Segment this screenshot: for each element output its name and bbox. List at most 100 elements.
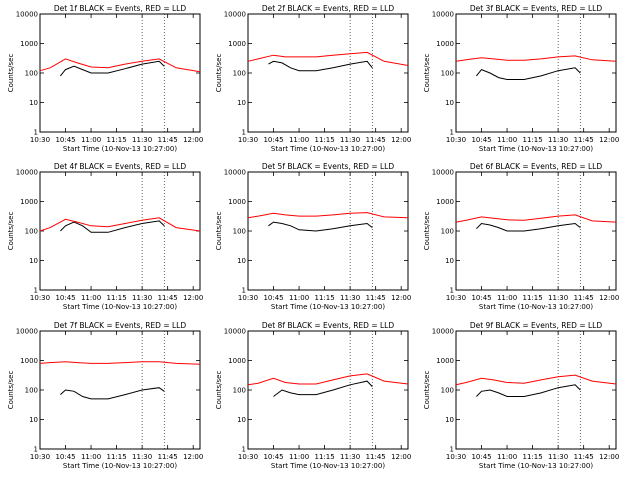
x-tick-label: 11:45 <box>158 294 178 302</box>
y-tick-label: 1 <box>242 446 246 454</box>
x-tick-label: 11:15 <box>523 453 543 461</box>
y-tick-label: 10000 <box>432 328 454 336</box>
x-tick-label: 11:15 <box>523 136 543 144</box>
x-tick-label: 10:45 <box>471 136 491 144</box>
chart-panel-5: Det 5f BLACK = Events, RED = LLD 1 10 100 10… <box>215 162 411 311</box>
x-axis-label: Start Time (10-Nov-13 10:27:00) <box>271 145 385 153</box>
series-line-lld <box>247 212 409 219</box>
x-tick-label: 11:15 <box>523 294 543 302</box>
x-tick-label: 11:30 <box>548 453 568 461</box>
y-axis-label: Counts/sec <box>215 54 223 93</box>
x-axis-label: Start Time (10-Nov-13 10:27:00) <box>63 145 177 153</box>
x-tick-label: 12:00 <box>391 453 411 461</box>
x-tick-label: 11:15 <box>315 136 335 144</box>
y-tick-label: 1000 <box>20 357 38 365</box>
x-tick-label: 11:00 <box>497 136 517 144</box>
x-tick-label: 12:00 <box>599 294 619 302</box>
chart-panel-3: Det 3f BLACK = Events, RED = LLD 1 10 100 10… <box>423 4 619 153</box>
y-tick-label: 1 <box>34 446 38 454</box>
y-tick-label: 1 <box>34 287 38 295</box>
x-tick-label: 11:30 <box>340 294 360 302</box>
chart-title: Det 7f BLACK = Events, RED = LLD <box>54 321 187 330</box>
chart-panel-8: Det 8f BLACK = Events, RED = LLD 1 10 100 10… <box>215 321 411 470</box>
x-axis-label: Start Time (10-Nov-13 10:27:00) <box>271 462 385 470</box>
x-axis-label: Start Time (10-Nov-13 10:27:00) <box>479 303 593 311</box>
y-tick-label: 10 <box>29 99 38 107</box>
x-tick-label: 11:45 <box>574 294 594 302</box>
chart-panel-1: Det 1f BLACK = Events, RED = LLD 1 10 100 10… <box>7 4 203 153</box>
x-tick-label: 10:30 <box>30 453 50 461</box>
x-tick-label: 10:30 <box>238 136 258 144</box>
x-tick-label: 12:00 <box>183 136 203 144</box>
x-tick-label: 10:30 <box>238 453 258 461</box>
x-tick-label: 12:00 <box>391 294 411 302</box>
series-line-events <box>60 60 165 77</box>
y-tick-label: 1000 <box>20 40 38 48</box>
chart-panel-2: Det 2f BLACK = Events, RED = LLD 1 10 100 10… <box>215 4 411 153</box>
y-axis-label: Counts/sec <box>423 212 431 251</box>
x-tick-label: 11:00 <box>289 136 309 144</box>
x-tick-label: 11:30 <box>132 453 152 461</box>
y-tick-label: 1000 <box>436 198 454 206</box>
y-tick-label: 10 <box>445 99 454 107</box>
x-axis-label: Start Time (10-Nov-13 10:27:00) <box>479 462 593 470</box>
y-tick-label: 1000 <box>436 357 454 365</box>
y-tick-label: 100 <box>25 228 38 236</box>
x-tick-label: 10:45 <box>263 294 283 302</box>
x-tick-label: 11:45 <box>366 136 386 144</box>
y-tick-label: 10 <box>237 99 246 107</box>
x-tick-label: 12:00 <box>599 136 619 144</box>
series-line-events <box>476 67 581 80</box>
series-line-events <box>476 384 581 397</box>
x-axis-label: Start Time (10-Nov-13 10:27:00) <box>479 145 593 153</box>
plot-frame <box>455 13 617 133</box>
x-tick-label: 11:15 <box>107 453 127 461</box>
y-tick-label: 1000 <box>20 198 38 206</box>
x-axis-label: Start Time (10-Nov-13 10:27:00) <box>63 462 177 470</box>
x-tick-label: 10:45 <box>55 294 75 302</box>
y-axis-label: Counts/sec <box>215 212 223 251</box>
y-tick-label: 1 <box>242 287 246 295</box>
y-axis-label: Counts/sec <box>7 54 15 93</box>
y-axis-label: Counts/sec <box>215 371 223 410</box>
y-tick-label: 1 <box>242 129 246 137</box>
chart-title: Det 2f BLACK = Events, RED = LLD <box>262 4 395 13</box>
x-tick-label: 11:30 <box>132 294 152 302</box>
x-tick-label: 11:15 <box>107 294 127 302</box>
x-tick-label: 11:00 <box>81 453 101 461</box>
x-tick-label: 12:00 <box>183 294 203 302</box>
y-tick-label: 1000 <box>228 357 246 365</box>
x-tick-label: 10:30 <box>446 136 466 144</box>
plot-frame <box>455 330 617 450</box>
x-tick-label: 10:30 <box>446 453 466 461</box>
series-line-events <box>273 380 373 397</box>
x-tick-label: 10:30 <box>238 294 258 302</box>
y-tick-label: 10000 <box>16 169 38 177</box>
x-tick-label: 12:00 <box>391 136 411 144</box>
plot-frame <box>247 330 409 450</box>
x-tick-label: 11:30 <box>340 136 360 144</box>
series-line-events <box>60 220 165 233</box>
x-axis-label: Start Time (10-Nov-13 10:27:00) <box>63 303 177 311</box>
y-tick-label: 1 <box>450 446 454 454</box>
x-tick-label: 11:30 <box>548 136 568 144</box>
series-line-lld <box>39 361 201 365</box>
plot-frame <box>247 13 409 133</box>
series-line-lld <box>247 373 409 386</box>
y-tick-label: 10 <box>237 416 246 424</box>
y-tick-label: 100 <box>233 228 246 236</box>
series-line-lld <box>455 214 617 223</box>
x-tick-label: 11:00 <box>289 453 309 461</box>
y-tick-label: 1 <box>450 287 454 295</box>
series-line-lld <box>39 217 201 232</box>
x-tick-label: 10:30 <box>30 294 50 302</box>
x-tick-label: 10:45 <box>55 136 75 144</box>
x-tick-label: 11:45 <box>158 136 178 144</box>
x-tick-label: 11:45 <box>574 136 594 144</box>
y-tick-label: 10 <box>29 257 38 265</box>
y-axis-label: Counts/sec <box>423 54 431 93</box>
chart-title: Det 4f BLACK = Events, RED = LLD <box>54 162 187 171</box>
x-tick-label: 11:30 <box>132 136 152 144</box>
